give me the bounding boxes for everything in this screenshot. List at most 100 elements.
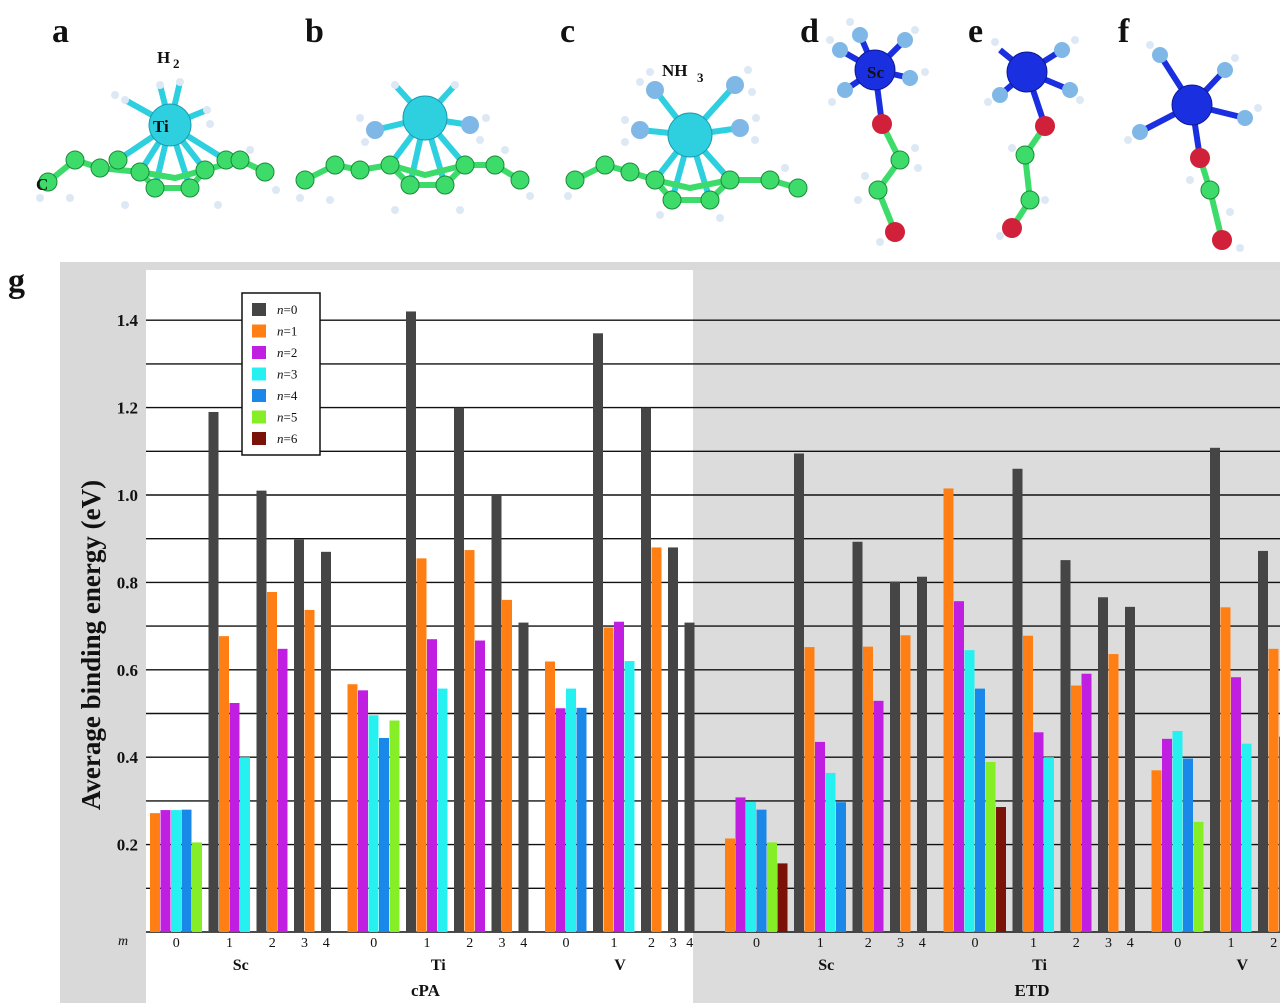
y-tick-label: 1.0 (117, 486, 138, 505)
x-tick-label-m: 0 (563, 936, 570, 951)
panel-d-molecule (826, 18, 929, 246)
bar (454, 407, 464, 933)
x-axis-symbol: m (118, 934, 128, 949)
x-tick-label-m: 0 (173, 936, 180, 951)
label-ti: Ti (153, 117, 169, 136)
x-tick-label-m: 3 (499, 936, 506, 951)
bar (890, 581, 900, 932)
x-tick-label-m: 4 (919, 936, 926, 951)
bar (208, 411, 219, 933)
bar (389, 720, 400, 932)
legend-swatch (252, 410, 266, 424)
bar (863, 646, 873, 932)
x-tick-label-m: 4 (323, 936, 330, 951)
metal-label: V (1236, 957, 1248, 974)
bar (240, 757, 250, 932)
bar (491, 495, 502, 932)
bar (735, 797, 746, 932)
bar (684, 622, 695, 932)
bar (368, 715, 379, 932)
bar (1258, 550, 1268, 932)
metal-label: V (614, 957, 626, 974)
x-tick-label-m: 2 (865, 936, 872, 951)
x-tick-label-m: 3 (1105, 936, 1112, 951)
bar (1033, 732, 1044, 932)
legend-swatch (252, 346, 266, 359)
x-tick-label-m: 1 (226, 936, 233, 951)
bar (815, 741, 825, 932)
bar (593, 333, 603, 932)
legend-label: n=5 (277, 410, 297, 425)
bar (1071, 685, 1081, 932)
x-tick-label-m: 0 (753, 936, 760, 951)
bar (379, 737, 389, 932)
bar (171, 810, 181, 932)
y-axis-label: Average binding energy (eV) (76, 480, 106, 810)
legend-label: n=4 (277, 388, 298, 403)
panel-e-letter: e (968, 13, 983, 50)
metal-label: Ti (1032, 957, 1047, 974)
bar (804, 647, 815, 932)
y-tick-label: 0.4 (117, 748, 139, 767)
legend-label: n=2 (277, 345, 297, 360)
panel-f-letter: f (1118, 13, 1130, 50)
bar (1220, 607, 1231, 932)
x-tick-label-m: 1 (817, 936, 824, 951)
x-tick-label-m: 1 (1030, 936, 1037, 951)
x-tick-label-m: 0 (972, 936, 979, 951)
bar (836, 802, 846, 932)
panel-b: b (295, 13, 534, 214)
x-tick-label-m: 2 (1270, 936, 1277, 951)
label-nh3: NH (662, 61, 688, 80)
bar (1268, 648, 1279, 932)
panel-g-letter: g (8, 263, 25, 300)
bar (1081, 673, 1092, 932)
bar (1162, 738, 1172, 932)
bar (294, 539, 304, 932)
x-tick-label-m: 1 (424, 936, 431, 951)
x-tick-label-m: 1 (1228, 936, 1235, 951)
bar (746, 801, 756, 932)
bar (1044, 757, 1054, 932)
bar (321, 551, 331, 932)
legend-swatch (252, 389, 266, 402)
bar (545, 661, 555, 932)
group-label: ETD (1015, 981, 1050, 1000)
bar (917, 576, 927, 932)
bar (668, 547, 678, 932)
bar (1193, 821, 1204, 932)
bar (1241, 743, 1252, 932)
legend-swatch (252, 324, 266, 338)
legend-label: n=0 (277, 302, 297, 317)
bar (777, 863, 788, 932)
bar (464, 550, 475, 932)
panel-c-letter: c (560, 13, 575, 50)
panel-a: a (36, 13, 280, 209)
panel-c-molecule (564, 66, 808, 222)
bar (181, 809, 192, 932)
bar (1023, 635, 1033, 932)
bar (358, 690, 368, 932)
bar (641, 407, 651, 933)
x-tick-label-m: 3 (670, 936, 677, 951)
bar (277, 648, 288, 932)
bar (267, 592, 277, 932)
label-nh3-subscript: 3 (697, 70, 704, 85)
structure-panels: a (36, 13, 1262, 252)
legend-entries: n=0 n=1 n=2 n=3 n=4 n=5 n=6 (252, 302, 298, 446)
panel-c: c (560, 13, 808, 222)
bar (756, 809, 767, 932)
bar (852, 541, 863, 932)
bar (1012, 468, 1023, 932)
bar (502, 599, 512, 932)
x-tick-label-m: 2 (269, 936, 276, 951)
panel-f: f (1118, 13, 1262, 252)
bar (416, 558, 427, 932)
bar (1231, 677, 1241, 932)
x-tick-label-m: 0 (1174, 936, 1181, 951)
bar (825, 772, 836, 932)
y-tick-label: 1.2 (117, 399, 138, 418)
bar (1210, 447, 1220, 932)
label-sc: Sc (867, 63, 884, 82)
